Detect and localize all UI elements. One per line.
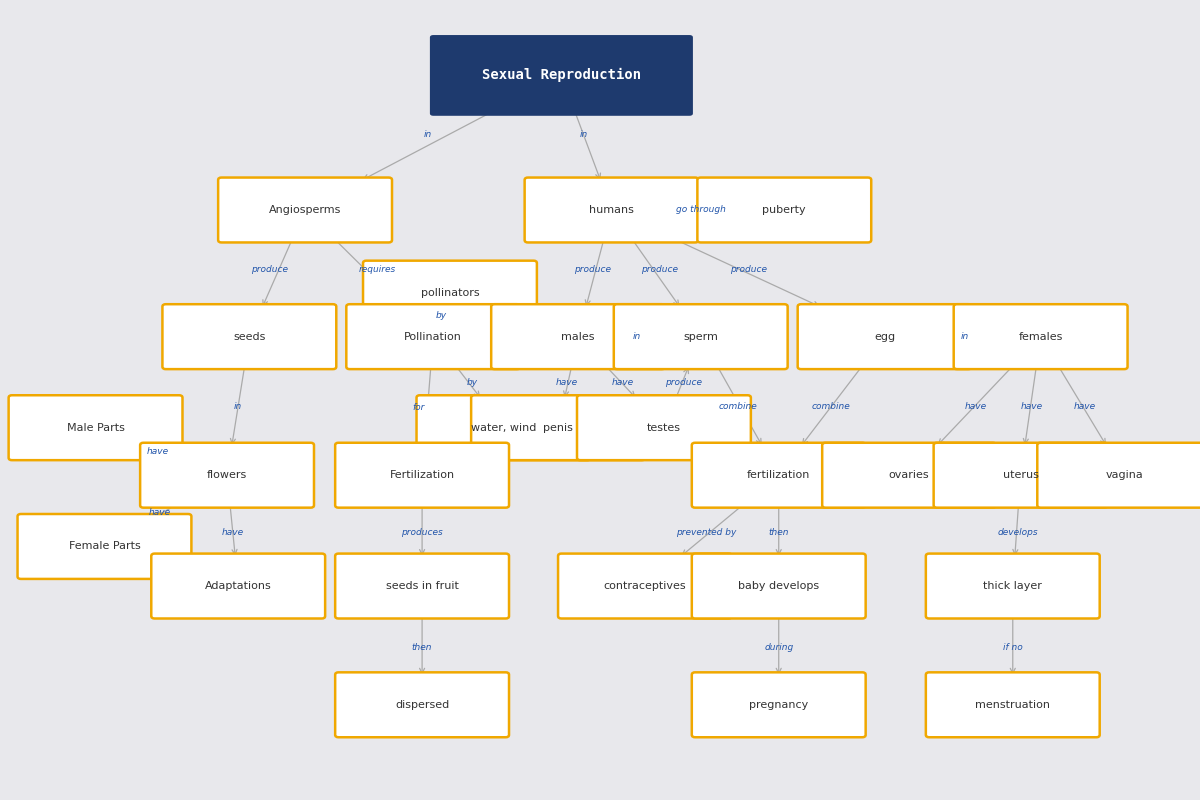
Text: have: have: [556, 378, 578, 387]
FancyBboxPatch shape: [364, 261, 536, 326]
Text: pollinators: pollinators: [421, 288, 479, 298]
FancyBboxPatch shape: [524, 178, 698, 242]
Text: in: in: [234, 402, 242, 411]
Text: Pollination: Pollination: [404, 332, 462, 342]
Text: have: have: [1074, 402, 1097, 411]
FancyBboxPatch shape: [218, 178, 392, 242]
FancyBboxPatch shape: [140, 442, 314, 508]
FancyBboxPatch shape: [335, 672, 509, 738]
Text: produce: produce: [574, 265, 611, 274]
FancyBboxPatch shape: [1037, 442, 1200, 508]
FancyBboxPatch shape: [335, 442, 509, 508]
Text: Fertilization: Fertilization: [390, 470, 455, 480]
Text: have: have: [1021, 402, 1043, 411]
Text: requires: requires: [359, 265, 396, 274]
Text: contraceptives: contraceptives: [604, 581, 686, 591]
FancyBboxPatch shape: [151, 554, 325, 618]
Text: Angiosperms: Angiosperms: [269, 205, 341, 215]
FancyBboxPatch shape: [926, 554, 1099, 618]
Text: vagina: vagina: [1105, 470, 1144, 480]
FancyBboxPatch shape: [472, 395, 644, 460]
FancyBboxPatch shape: [926, 672, 1099, 738]
Text: dispersed: dispersed: [395, 700, 449, 710]
Text: have: have: [965, 402, 988, 411]
Text: produces: produces: [401, 528, 443, 537]
Text: then: then: [768, 528, 788, 537]
Text: seeds: seeds: [233, 332, 265, 342]
Text: pregnancy: pregnancy: [749, 700, 809, 710]
Text: menstruation: menstruation: [976, 700, 1050, 710]
Text: egg: egg: [874, 332, 895, 342]
Text: Male Parts: Male Parts: [67, 422, 125, 433]
FancyBboxPatch shape: [430, 35, 692, 116]
FancyBboxPatch shape: [613, 304, 787, 369]
Text: by: by: [467, 378, 478, 387]
Text: produce: produce: [641, 265, 678, 274]
Text: prevented by: prevented by: [676, 528, 737, 537]
FancyBboxPatch shape: [934, 442, 1108, 508]
Text: puberty: puberty: [762, 205, 806, 215]
Text: have: have: [222, 528, 244, 537]
FancyBboxPatch shape: [691, 554, 865, 618]
Text: in: in: [961, 332, 968, 341]
Text: flowers: flowers: [206, 470, 247, 480]
Text: for: for: [413, 403, 425, 413]
Text: produce: produce: [251, 265, 288, 274]
Text: in: in: [580, 130, 588, 139]
Text: produce: produce: [730, 265, 767, 274]
Text: by: by: [436, 310, 446, 320]
FancyBboxPatch shape: [335, 554, 509, 618]
Text: develops: develops: [998, 528, 1039, 537]
Text: fertilization: fertilization: [748, 470, 810, 480]
Text: baby develops: baby develops: [738, 581, 820, 591]
FancyBboxPatch shape: [558, 554, 732, 618]
FancyBboxPatch shape: [8, 395, 182, 460]
FancyBboxPatch shape: [697, 178, 871, 242]
FancyBboxPatch shape: [798, 304, 972, 369]
FancyBboxPatch shape: [18, 514, 191, 579]
Text: seeds in fruit: seeds in fruit: [385, 581, 458, 591]
Text: thick layer: thick layer: [983, 581, 1043, 591]
Text: males: males: [562, 332, 595, 342]
Text: produce: produce: [666, 378, 702, 387]
Text: have: have: [149, 508, 172, 517]
Text: uterus: uterus: [1003, 470, 1038, 480]
Text: in: in: [634, 332, 641, 341]
Text: go through: go through: [676, 206, 726, 214]
Text: in: in: [424, 130, 432, 139]
FancyBboxPatch shape: [822, 442, 996, 508]
FancyBboxPatch shape: [416, 395, 590, 460]
FancyBboxPatch shape: [691, 442, 865, 508]
FancyBboxPatch shape: [577, 395, 751, 460]
Text: then: then: [412, 642, 432, 651]
Text: have: have: [146, 447, 169, 456]
FancyBboxPatch shape: [347, 304, 520, 369]
Text: combine: combine: [718, 402, 757, 411]
FancyBboxPatch shape: [954, 304, 1128, 369]
FancyBboxPatch shape: [162, 304, 336, 369]
Text: during: during: [764, 642, 793, 651]
Text: Sexual Reproduction: Sexual Reproduction: [482, 68, 641, 82]
Text: testes: testes: [647, 422, 680, 433]
Text: females: females: [1019, 332, 1063, 342]
FancyBboxPatch shape: [691, 672, 865, 738]
Text: water, wind: water, wind: [470, 422, 536, 433]
Text: humans: humans: [589, 205, 634, 215]
Text: if no: if no: [1003, 642, 1022, 651]
FancyBboxPatch shape: [491, 304, 665, 369]
Text: penis: penis: [544, 422, 572, 433]
Text: Adaptations: Adaptations: [205, 581, 271, 591]
Text: Female Parts: Female Parts: [68, 542, 140, 551]
Text: combine: combine: [811, 402, 851, 411]
Text: ovaries: ovaries: [889, 470, 930, 480]
Text: sperm: sperm: [683, 332, 718, 342]
Text: have: have: [612, 378, 634, 387]
